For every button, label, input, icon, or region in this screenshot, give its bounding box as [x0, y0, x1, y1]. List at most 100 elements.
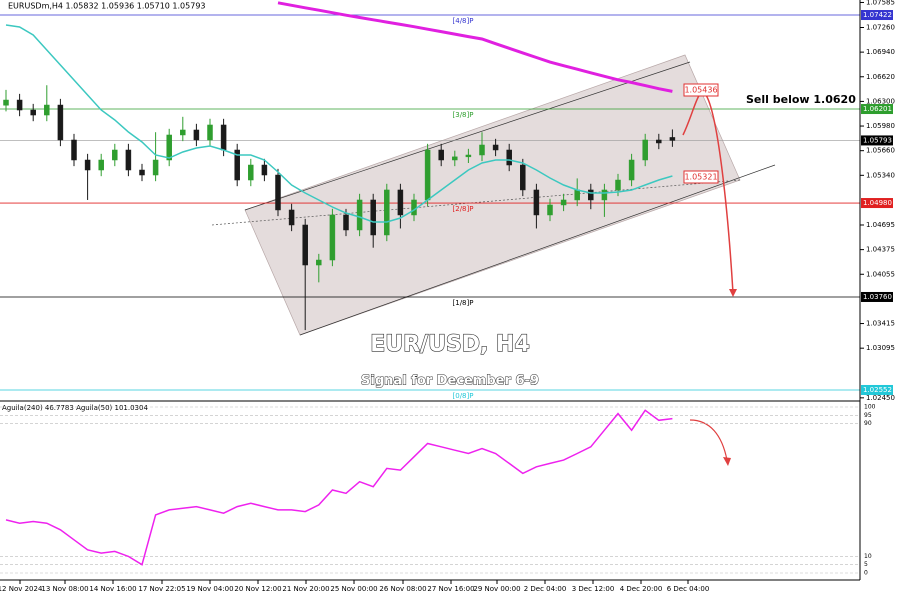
candle-body [547, 204, 553, 216]
candle-body [98, 159, 104, 171]
candle-body [356, 199, 363, 231]
osc-title: Aguila(240) 46.7783 Aguila(50) 101.0304 [2, 404, 148, 412]
candle-body [275, 174, 281, 211]
level-name: [1/8]P [453, 299, 474, 307]
candle-body [3, 99, 9, 106]
time-label: 2 Dec 04:00 [524, 585, 567, 593]
watermark-subtitle: Signal for December 6-9 [361, 374, 539, 389]
box-lower-label: 1.05321 [684, 173, 717, 182]
time-label: 14 Nov 16:00 [89, 585, 136, 593]
price-tick-label: 1.05980 [866, 122, 895, 130]
current-price-label: 1.05793 [863, 136, 892, 144]
osc-arrowhead [723, 457, 731, 466]
candle-body [411, 199, 417, 216]
watermark-title: EUR/USD, H4 [370, 332, 530, 357]
candle-body [479, 144, 485, 156]
forecast-arrow [682, 92, 734, 294]
sell-note: Sell below 1.0620 [746, 93, 856, 106]
candle-body [601, 189, 608, 201]
candle-body [506, 149, 512, 166]
candle-body [574, 189, 580, 201]
candle-body [520, 164, 526, 191]
level-price-label: 1.03760 [863, 293, 892, 301]
candle-body [44, 104, 50, 116]
candle-body [84, 159, 91, 171]
candle-body [465, 154, 472, 158]
time-label: 19 Nov 04:00 [186, 585, 233, 593]
price-tick-label: 1.06300 [866, 97, 895, 105]
current-price-box [861, 135, 893, 146]
candle-body [669, 137, 676, 141]
level-price-label: 1.06201 [863, 105, 892, 113]
candle-body [642, 139, 648, 161]
candle-body [588, 189, 594, 201]
candle-body [30, 109, 36, 116]
candle-body [220, 124, 227, 151]
oscillator-line [5, 409, 673, 566]
candle-body [560, 199, 567, 206]
price-tick-label: 1.07260 [866, 23, 895, 31]
level-name: [4/8]P [453, 17, 474, 25]
header: EURUSDm,H4 1.05832 1.05936 1.05710 1.057… [8, 2, 206, 11]
candle-body [370, 199, 376, 236]
candle-body [139, 169, 145, 176]
price-tick-label: 1.06940 [866, 48, 895, 56]
time-label: 21 Nov 20:00 [282, 585, 329, 593]
level-name: [0/8]P [453, 392, 474, 400]
forecast-arrowhead [729, 289, 737, 297]
candle-body [533, 189, 540, 216]
candle-body [397, 189, 404, 216]
candle-body [438, 149, 444, 161]
candle-body [180, 129, 186, 136]
candle-body [166, 134, 172, 161]
candle-body [329, 214, 336, 261]
time-label: 26 Nov 08:00 [379, 585, 426, 593]
level-price-label: 1.07422 [863, 11, 892, 19]
time-label: 13 Nov 08:00 [41, 585, 88, 593]
candle-body [656, 139, 662, 144]
time-label: 12 Nov 2024 [0, 585, 43, 593]
time-label: 17 Nov 22:05 [138, 585, 185, 593]
candle-body [16, 99, 23, 111]
level-price-box [861, 198, 893, 209]
time-label: 29 Nov 00:00 [473, 585, 520, 593]
candle-body [234, 149, 240, 181]
level-price-box [861, 10, 893, 21]
price-tick-label: 1.05660 [866, 147, 895, 155]
time-label: 6 Dec 04:00 [667, 585, 710, 593]
price-tick-label: 1.04055 [866, 270, 895, 278]
level-price-box [861, 291, 893, 302]
level-price-label: 1.02552 [863, 386, 892, 394]
price-tick-label: 1.05340 [866, 171, 895, 179]
candle-body [628, 159, 635, 181]
level-name: [2/8]P [453, 205, 474, 213]
osc-tick-label: 0 [864, 570, 868, 577]
candle-body [125, 149, 132, 171]
level-price-label: 1.04980 [863, 199, 892, 207]
level-price-box [861, 104, 893, 115]
candle-body [112, 149, 118, 161]
time-label: 27 Nov 16:00 [427, 585, 474, 593]
box-upper [683, 83, 719, 97]
osc-arrow [689, 419, 728, 461]
price-panel: [4/8]P [3/8]P [2/8]P [1/8]P [0/8]P [0, 1, 860, 400]
ma-fast [5, 24, 673, 223]
time-label: 25 Nov 00:00 [330, 585, 377, 593]
price-tick-label: 1.04375 [866, 246, 895, 254]
price-tick-label: 1.06620 [866, 73, 895, 81]
candle-body [152, 159, 159, 176]
osc-tick-label: 10 [864, 553, 872, 560]
candle-body [384, 189, 390, 236]
candle-body [343, 214, 349, 231]
candle-body [316, 259, 322, 266]
candle-body [452, 156, 458, 161]
candle-body [57, 104, 64, 141]
candle-body [615, 179, 621, 191]
level-price-box [861, 384, 893, 395]
price-tick-label: 1.04695 [866, 221, 895, 229]
channel-mid [211, 179, 741, 226]
candle-body [492, 144, 499, 151]
